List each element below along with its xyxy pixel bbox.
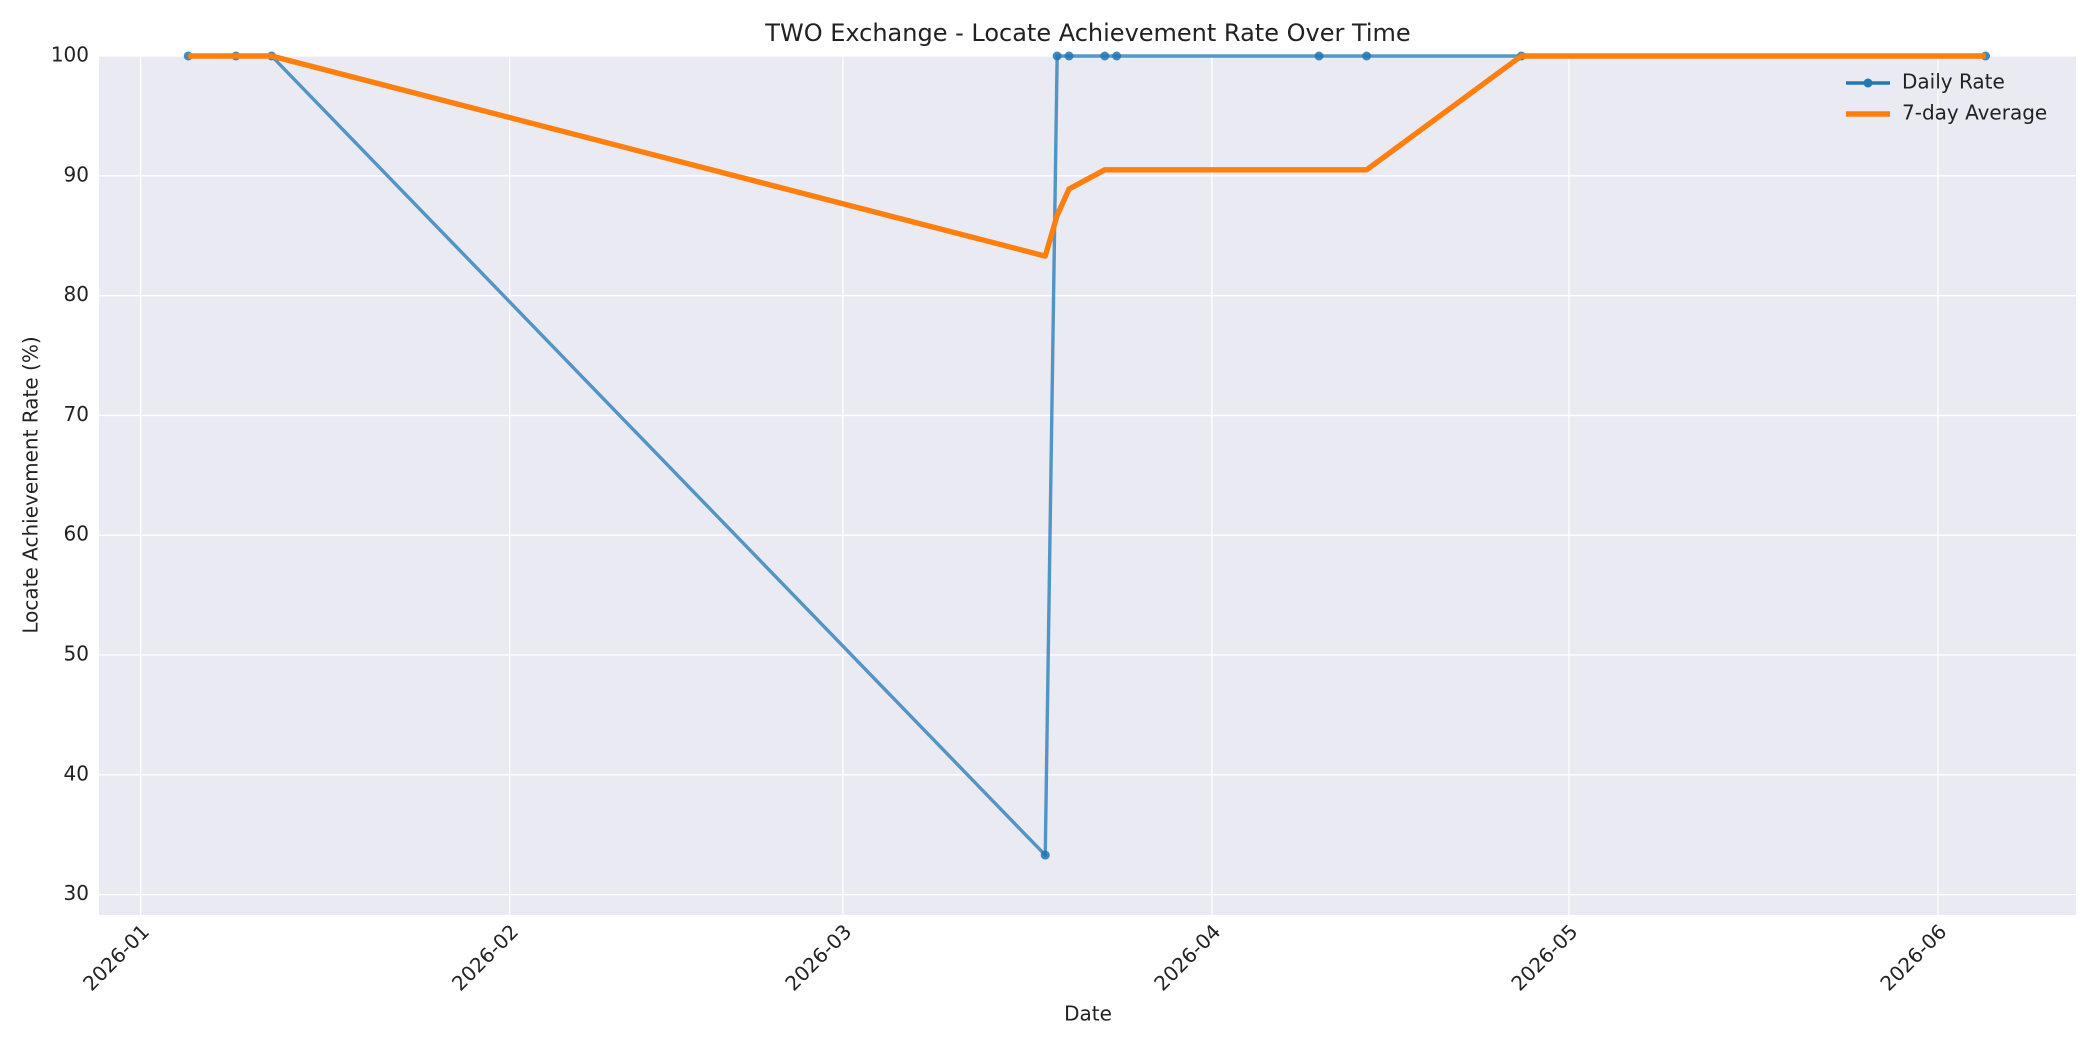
legend-label: Daily Rate (1902, 70, 2005, 94)
x-axis-label: Date (1064, 1002, 1112, 1026)
data-point (1052, 51, 1062, 61)
data-point (1064, 51, 1074, 61)
y-tick-label: 90 (64, 162, 89, 186)
x-tick-label: 2026-05 (1506, 919, 1582, 995)
x-tick-label: 2026-06 (1875, 919, 1951, 995)
y-tick-label: 40 (64, 761, 89, 785)
chart-title: TWO Exchange - Locate Achievement Rate O… (764, 19, 1410, 47)
y-tick-label: 50 (64, 642, 89, 666)
y-tick-label: 80 (64, 282, 89, 306)
x-tick-label: 2026-04 (1149, 919, 1225, 995)
data-point (1362, 51, 1372, 61)
legend-marker (1863, 78, 1873, 88)
data-point (1112, 51, 1122, 61)
x-tick-label: 2026-01 (78, 919, 154, 995)
y-axis-label: Locate Achievement Rate (%) (19, 336, 43, 633)
y-tick-label: 100 (51, 43, 89, 67)
legend-label: 7-day Average (1902, 101, 2047, 125)
data-point (1040, 850, 1050, 860)
x-tick-label: 2026-03 (780, 919, 856, 995)
y-tick-label: 70 (64, 402, 89, 426)
plot-area (99, 56, 2076, 915)
y-tick-label: 30 (64, 881, 89, 905)
data-point (1100, 51, 1110, 61)
y-tick-label: 60 (64, 522, 89, 546)
data-point (1314, 51, 1324, 61)
series-line (188, 53, 1986, 259)
x-tick-label: 2026-02 (447, 919, 523, 995)
